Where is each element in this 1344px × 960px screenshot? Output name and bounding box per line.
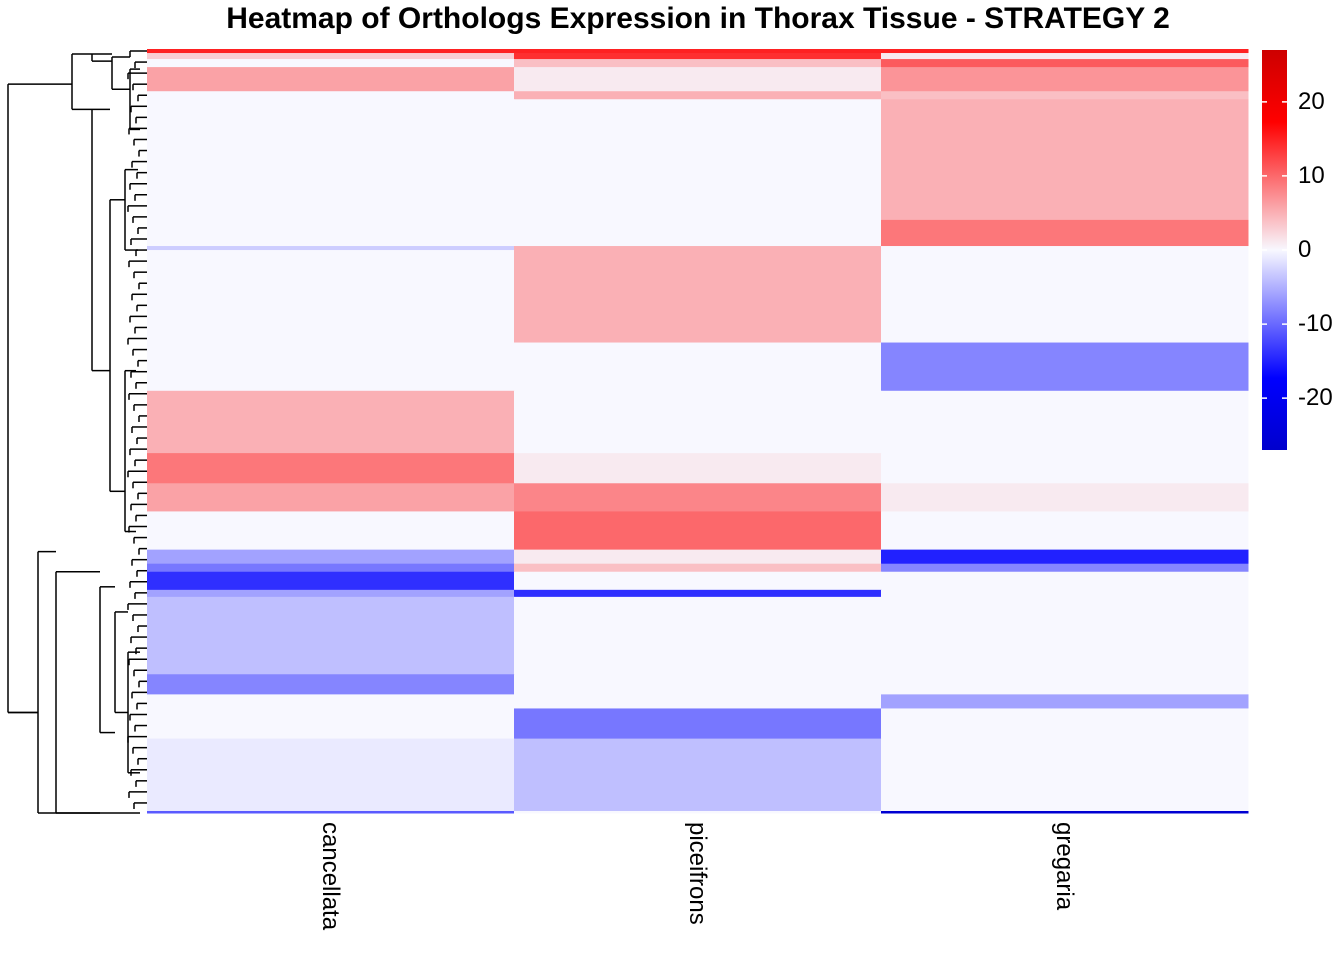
heatmap-cell — [514, 511, 882, 551]
heatmap-cell — [881, 219, 1249, 247]
heatmap-cell — [881, 596, 1249, 675]
heatmap-cell — [147, 810, 515, 814]
heatmap-cell — [881, 563, 1249, 573]
heatmap-cell — [514, 571, 882, 591]
heatmap-cell — [514, 342, 882, 392]
heatmap-cell — [881, 589, 1249, 598]
heatmap-cells — [147, 49, 1249, 814]
heatmap-cell — [147, 49, 515, 54]
heatmap-cell — [881, 694, 1249, 709]
heatmap-cell — [514, 246, 882, 251]
heatmap-cell — [147, 53, 515, 60]
heatmap-cell — [147, 483, 515, 512]
heatmap-cell — [881, 250, 1249, 344]
heatmap-cell — [514, 91, 882, 100]
legend-tick-label: 10 — [1298, 161, 1325, 189]
heatmap-cell — [147, 596, 515, 675]
heatmap-cell — [881, 91, 1249, 100]
heatmap-cell — [881, 59, 1249, 68]
heatmap-cell — [147, 674, 515, 695]
heatmap-cell — [881, 99, 1249, 221]
heatmap-cell — [514, 738, 882, 812]
heatmap-cell — [514, 549, 882, 565]
heatmap-cell — [147, 99, 515, 221]
color-legend-ticks — [1262, 101, 1287, 399]
heatmap-cell — [147, 67, 515, 92]
heatmap-cell — [514, 483, 882, 512]
chart-title: Heatmap of Orthologs Expression in Thora… — [226, 2, 1170, 35]
legend-tick-label: 20 — [1298, 87, 1325, 115]
heatmap-cell — [881, 49, 1249, 54]
heatmap-cell — [514, 53, 882, 60]
heatmap-cell — [147, 246, 515, 251]
heatmap-cell — [881, 53, 1249, 60]
heatmap-cell — [147, 708, 515, 740]
heatmap-cell — [881, 571, 1249, 591]
heatmap-cell — [147, 571, 515, 591]
legend-tick-label: -10 — [1298, 310, 1333, 338]
heatmap-cell — [514, 59, 882, 68]
heatmap-cell — [881, 453, 1249, 484]
heatmap-cell — [514, 596, 882, 675]
heatmap-cell — [147, 91, 515, 100]
heatmap-cell — [881, 810, 1249, 814]
heatmap-cell — [881, 549, 1249, 565]
heatmap-cell — [147, 511, 515, 551]
heatmap-cell — [514, 390, 882, 454]
heatmap-cell — [881, 674, 1249, 695]
heatmap-cell — [514, 708, 882, 740]
heatmap-cell — [881, 67, 1249, 92]
heatmap-cell — [881, 342, 1249, 392]
heatmap-cell — [147, 250, 515, 344]
heatmap-cell — [147, 342, 515, 392]
heatmap-cell — [514, 810, 882, 814]
heatmap-cell — [147, 549, 515, 565]
row-dendrogram — [7, 50, 147, 814]
heatmap-cell — [881, 246, 1249, 251]
heatmap-cell — [514, 694, 882, 709]
heatmap-cell — [147, 390, 515, 454]
column-label-piceifrons: piceifrons — [683, 822, 711, 925]
column-label-gregaria: gregaria — [1050, 822, 1078, 911]
heatmap-cell — [514, 49, 882, 54]
heatmap-cell — [514, 67, 882, 92]
heatmap-cell — [881, 511, 1249, 551]
heatmap-cell — [881, 738, 1249, 812]
heatmap-cell — [147, 589, 515, 598]
heatmap-cell — [514, 99, 882, 221]
heatmap-cell — [514, 453, 882, 484]
heatmap-cell — [514, 589, 882, 598]
legend-tick-label: 0 — [1298, 236, 1312, 263]
column-label-cancellata: cancellata — [316, 822, 344, 931]
heatmap-cell — [881, 390, 1249, 454]
heatmap-cell — [881, 483, 1249, 512]
legend-tick-label: -20 — [1298, 384, 1333, 412]
heatmap-cell — [147, 738, 515, 812]
heatmap-cell — [147, 453, 515, 484]
heatmap-cell — [514, 250, 882, 344]
heatmap-cell — [881, 708, 1249, 740]
heatmap-cell — [514, 563, 882, 573]
heatmap-cell — [147, 59, 515, 68]
heatmap-cell — [147, 219, 515, 247]
heatmap-cell — [147, 694, 515, 709]
heatmap-cell — [514, 219, 882, 247]
heatmap-cell — [514, 674, 882, 695]
heatmap-cell — [147, 563, 515, 573]
